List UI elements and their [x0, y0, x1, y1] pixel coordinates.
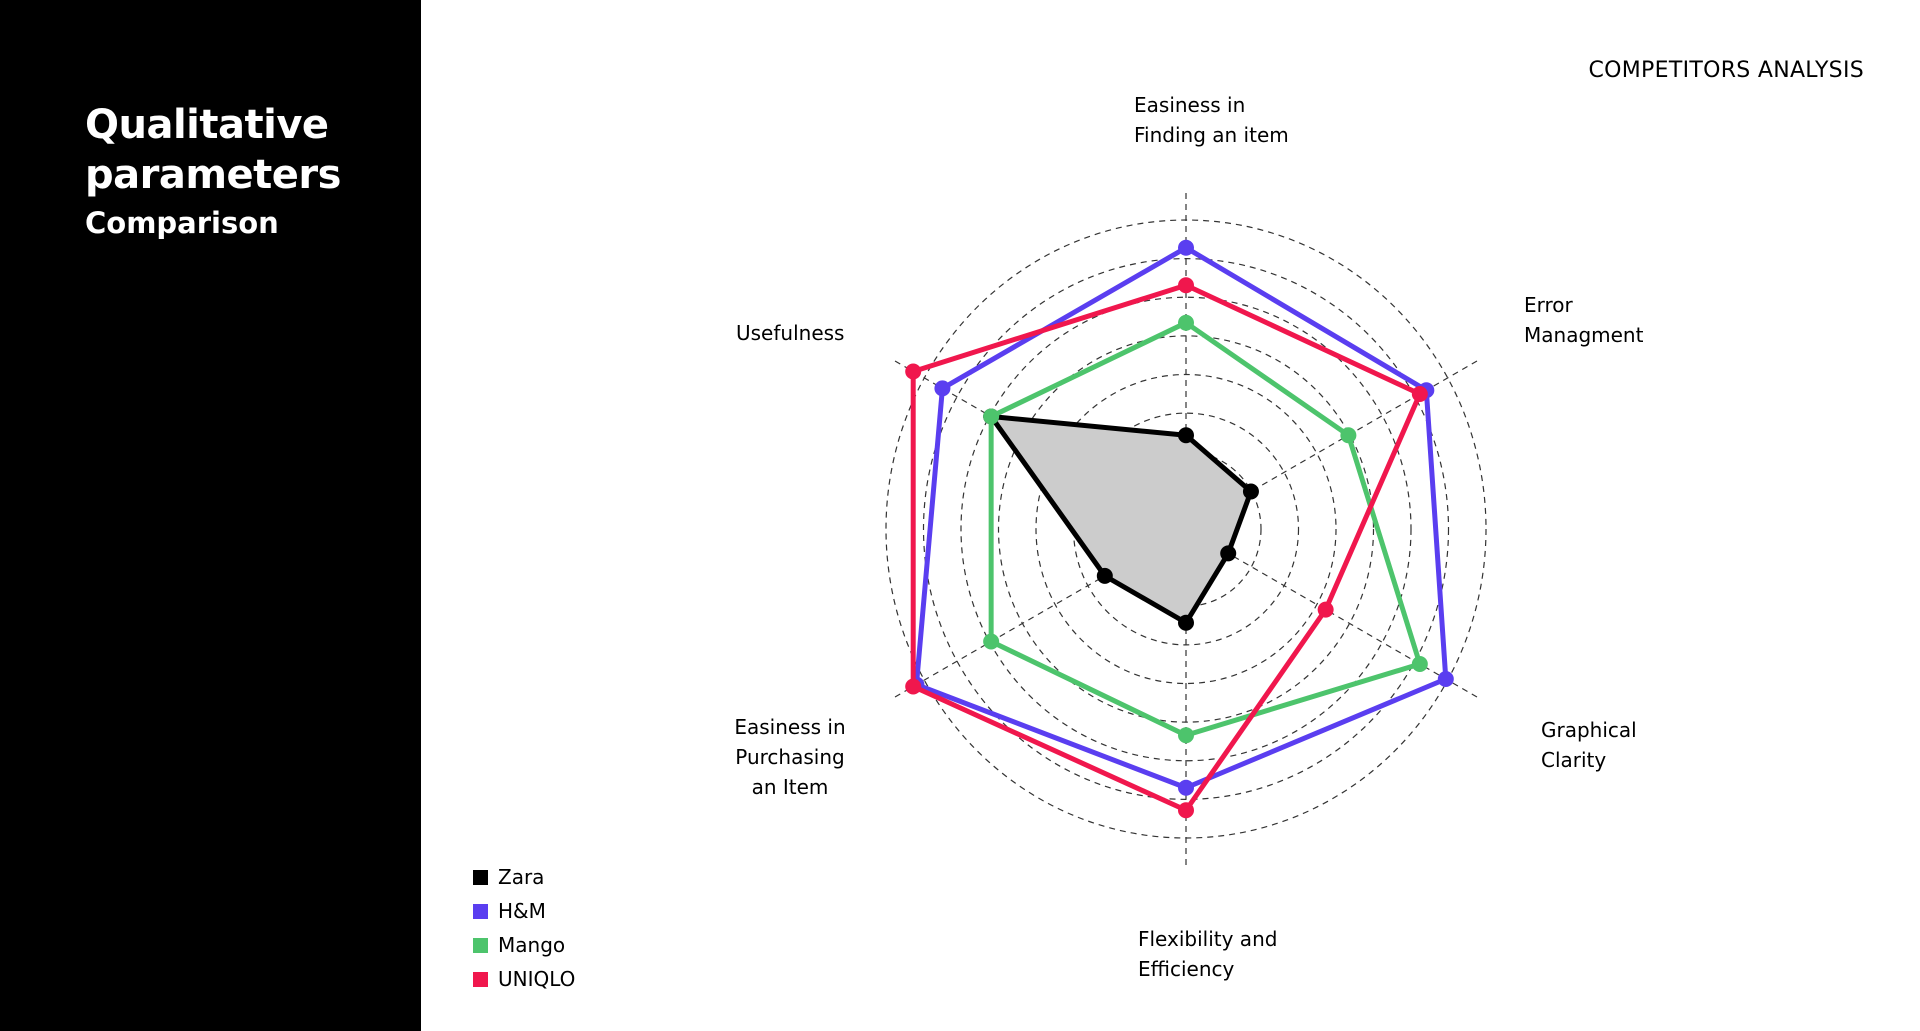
series-zara-point-1	[1178, 427, 1194, 444]
series-uniqlo-point-3	[1317, 601, 1334, 618]
series-zara-polygon	[988, 414, 1254, 626]
grid-ring-2	[1110, 451, 1262, 607]
legend-item-zara: Zara	[473, 860, 575, 894]
chart-legend: Zara H&M Mango UNIQLO	[473, 860, 575, 996]
series-mango-point-1	[1178, 314, 1194, 331]
series-uniqlo-point-4	[1178, 802, 1194, 819]
grid-ring-6	[960, 296, 1412, 762]
series-uniqlo-point-5	[905, 678, 922, 695]
legend-label-h-m: H&M	[498, 899, 546, 923]
legend-item-mango: Mango	[473, 928, 575, 962]
grid-ring-7	[922, 258, 1450, 800]
series-h-m-point-4	[1178, 779, 1194, 796]
series-h-m-point-3	[1437, 671, 1454, 687]
axis-label-6: Usefulness	[736, 321, 845, 345]
axis-label-4: Flexibility and Efficiency	[1138, 927, 1278, 981]
series-mango-point-2	[1340, 427, 1357, 444]
series-mango-point-4	[1178, 727, 1194, 744]
legend-swatch-uniqlo	[473, 971, 488, 987]
axis-label-3: Graphical Clarity	[1541, 718, 1637, 772]
series-zara-point-3	[1220, 545, 1237, 562]
axis-label-1: Easiness in Finding an item	[1134, 93, 1289, 147]
grid-ring-5	[997, 335, 1375, 723]
series-uniqlo-point-2	[1411, 386, 1428, 402]
series-zara-point-4	[1178, 614, 1194, 631]
axis-label-5: Easiness in Purchasing an Item	[734, 715, 846, 799]
axis-label-2: Error Managment	[1524, 293, 1644, 347]
legend-item-h-m: H&M	[473, 894, 575, 928]
series-zara-point-5	[1096, 567, 1113, 584]
legend-swatch-zara	[473, 869, 488, 885]
page-subtitle: Comparison	[85, 206, 279, 240]
legend-label-uniqlo: UNIQLO	[498, 967, 576, 991]
sidebar: Qualitative parameters Comparison	[0, 0, 421, 1031]
series-mango-point-6	[983, 408, 1000, 425]
legend-item-uniqlo: UNIQLO	[473, 962, 575, 996]
legend-swatch-h-m	[473, 903, 488, 919]
section-header: COMPETITORS ANALYSIS	[1588, 58, 1864, 83]
legend-swatch-mango	[473, 937, 488, 953]
series-h-m-point-1	[1178, 239, 1194, 256]
page-title: Qualitative parameters	[85, 102, 341, 198]
series-uniqlo-point-6	[905, 363, 922, 380]
series-mango-point-3	[1411, 656, 1428, 672]
legend-label-mango: Mango	[498, 933, 566, 957]
series-uniqlo-point-1	[1178, 277, 1194, 294]
series-mango-point-5	[983, 633, 1000, 650]
series-zara-point-2	[1242, 483, 1259, 500]
series-h-m-point-6	[934, 380, 951, 397]
legend-label-zara: Zara	[498, 865, 545, 889]
